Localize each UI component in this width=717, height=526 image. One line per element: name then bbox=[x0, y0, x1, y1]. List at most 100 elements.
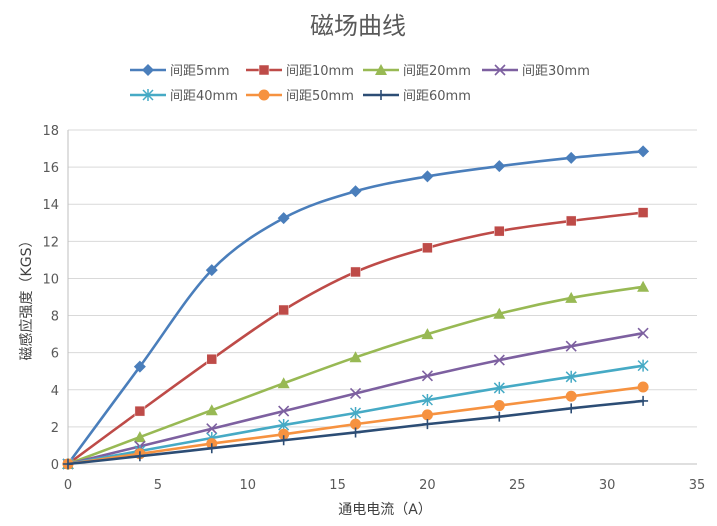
marker-asterisk-shape bbox=[142, 89, 154, 101]
marker-triangle-shape bbox=[277, 377, 290, 389]
x-tick-label: 10 bbox=[239, 478, 256, 493]
data-point bbox=[134, 405, 146, 417]
x-tick-label: 5 bbox=[154, 478, 162, 493]
data-point bbox=[637, 207, 649, 218]
data-point bbox=[494, 411, 505, 422]
data-point bbox=[638, 395, 649, 406]
data-point bbox=[421, 409, 433, 421]
marker-asterisk-shape bbox=[637, 359, 649, 372]
data-point bbox=[421, 170, 434, 183]
marker-plus-shape bbox=[638, 395, 649, 406]
marker-diamond-shape bbox=[205, 264, 218, 277]
legend-label: 间距30mm bbox=[522, 64, 590, 79]
legend-label: 间距50mm bbox=[286, 89, 354, 104]
legend-item: 间距5mm bbox=[130, 64, 230, 79]
data-point bbox=[205, 404, 218, 416]
data-point bbox=[422, 419, 433, 430]
chart-title: 磁场曲线 bbox=[310, 12, 406, 40]
data-point bbox=[565, 151, 578, 164]
marker-square-shape bbox=[258, 64, 270, 76]
data-point bbox=[421, 393, 433, 406]
legend-marker bbox=[142, 89, 154, 101]
data-point bbox=[421, 370, 433, 382]
y-tick-label: 18 bbox=[42, 124, 59, 139]
marker-triangle-shape bbox=[375, 64, 387, 75]
series-layer bbox=[62, 145, 650, 470]
data-point bbox=[566, 403, 577, 414]
marker-circle-shape bbox=[637, 381, 649, 393]
series-6 bbox=[63, 395, 649, 469]
marker-x-shape bbox=[278, 405, 290, 417]
legend-item: 间距20mm bbox=[363, 64, 471, 79]
data-point bbox=[565, 340, 577, 352]
marker-plus-shape bbox=[350, 427, 361, 438]
marker-plus-shape bbox=[376, 90, 386, 100]
x-tick-label: 0 bbox=[64, 478, 72, 493]
data-point bbox=[493, 354, 505, 366]
marker-circle-shape bbox=[493, 400, 505, 412]
grid-lines bbox=[68, 129, 697, 465]
data-point bbox=[350, 266, 361, 278]
y-tick-label: 10 bbox=[42, 272, 59, 287]
legend-item: 间距30mm bbox=[482, 64, 590, 79]
legend-label: 间距10mm bbox=[286, 64, 354, 79]
marker-x-shape bbox=[421, 370, 433, 382]
legend-item: 间距50mm bbox=[246, 89, 354, 104]
legend-marker bbox=[494, 64, 506, 76]
data-point bbox=[493, 381, 505, 394]
data-point bbox=[349, 185, 362, 198]
marker-x-shape bbox=[637, 327, 649, 339]
data-point bbox=[278, 304, 289, 316]
x-axis-label: 通电电流（A） bbox=[338, 502, 432, 518]
marker-x-shape bbox=[494, 64, 506, 76]
y-tick-label: 12 bbox=[42, 235, 59, 250]
marker-diamond-shape bbox=[565, 151, 578, 164]
marker-x-shape bbox=[565, 340, 577, 352]
y-axis-label: 磁感应强度（KGS） bbox=[18, 234, 35, 361]
marker-circle-shape bbox=[258, 89, 270, 101]
legend-item: 间距60mm bbox=[363, 89, 471, 104]
data-point bbox=[422, 242, 433, 254]
legend-item: 间距40mm bbox=[130, 89, 238, 104]
legend-marker bbox=[376, 90, 386, 100]
legend-marker bbox=[142, 64, 154, 76]
data-point bbox=[278, 405, 290, 417]
marker-diamond-shape bbox=[421, 170, 434, 183]
data-point bbox=[565, 370, 577, 383]
marker-square-shape bbox=[206, 353, 218, 365]
series-line bbox=[66, 211, 645, 466]
y-tick-label: 4 bbox=[51, 384, 59, 399]
marker-asterisk-shape bbox=[350, 406, 362, 419]
marker-square-shape bbox=[278, 304, 289, 316]
data-point bbox=[349, 351, 362, 363]
x-tick-label: 30 bbox=[599, 478, 616, 493]
y-tick-label: 0 bbox=[51, 458, 59, 473]
data-point bbox=[205, 264, 218, 277]
marker-diamond-shape bbox=[142, 64, 154, 76]
series-1 bbox=[62, 207, 649, 470]
data-point bbox=[277, 377, 290, 389]
marker-asterisk-shape bbox=[493, 381, 505, 394]
marker-square-shape bbox=[350, 266, 361, 278]
data-point bbox=[565, 291, 578, 303]
marker-circle-shape bbox=[278, 428, 290, 440]
data-point bbox=[134, 451, 145, 462]
marker-circle-shape bbox=[565, 390, 577, 402]
legend: 间距5mm 间距10mm 间距20mm 间距30mm 间距40mm 间距50mm 间距60m… bbox=[130, 64, 590, 104]
data-point bbox=[637, 145, 650, 158]
marker-diamond-shape bbox=[349, 185, 362, 198]
legend-label: 间距60mm bbox=[403, 89, 471, 104]
data-point bbox=[350, 406, 362, 419]
y-tick-label: 14 bbox=[42, 198, 59, 213]
marker-triangle-shape bbox=[493, 307, 506, 319]
marker-plus-shape bbox=[494, 411, 505, 422]
data-point bbox=[637, 359, 649, 372]
marker-diamond-shape bbox=[277, 212, 290, 225]
x-tick-label: 35 bbox=[689, 478, 706, 493]
marker-plus-shape bbox=[278, 435, 289, 446]
data-point bbox=[350, 418, 362, 430]
y-tick-label: 8 bbox=[51, 310, 59, 325]
data-point bbox=[206, 353, 218, 365]
data-point bbox=[565, 390, 577, 402]
